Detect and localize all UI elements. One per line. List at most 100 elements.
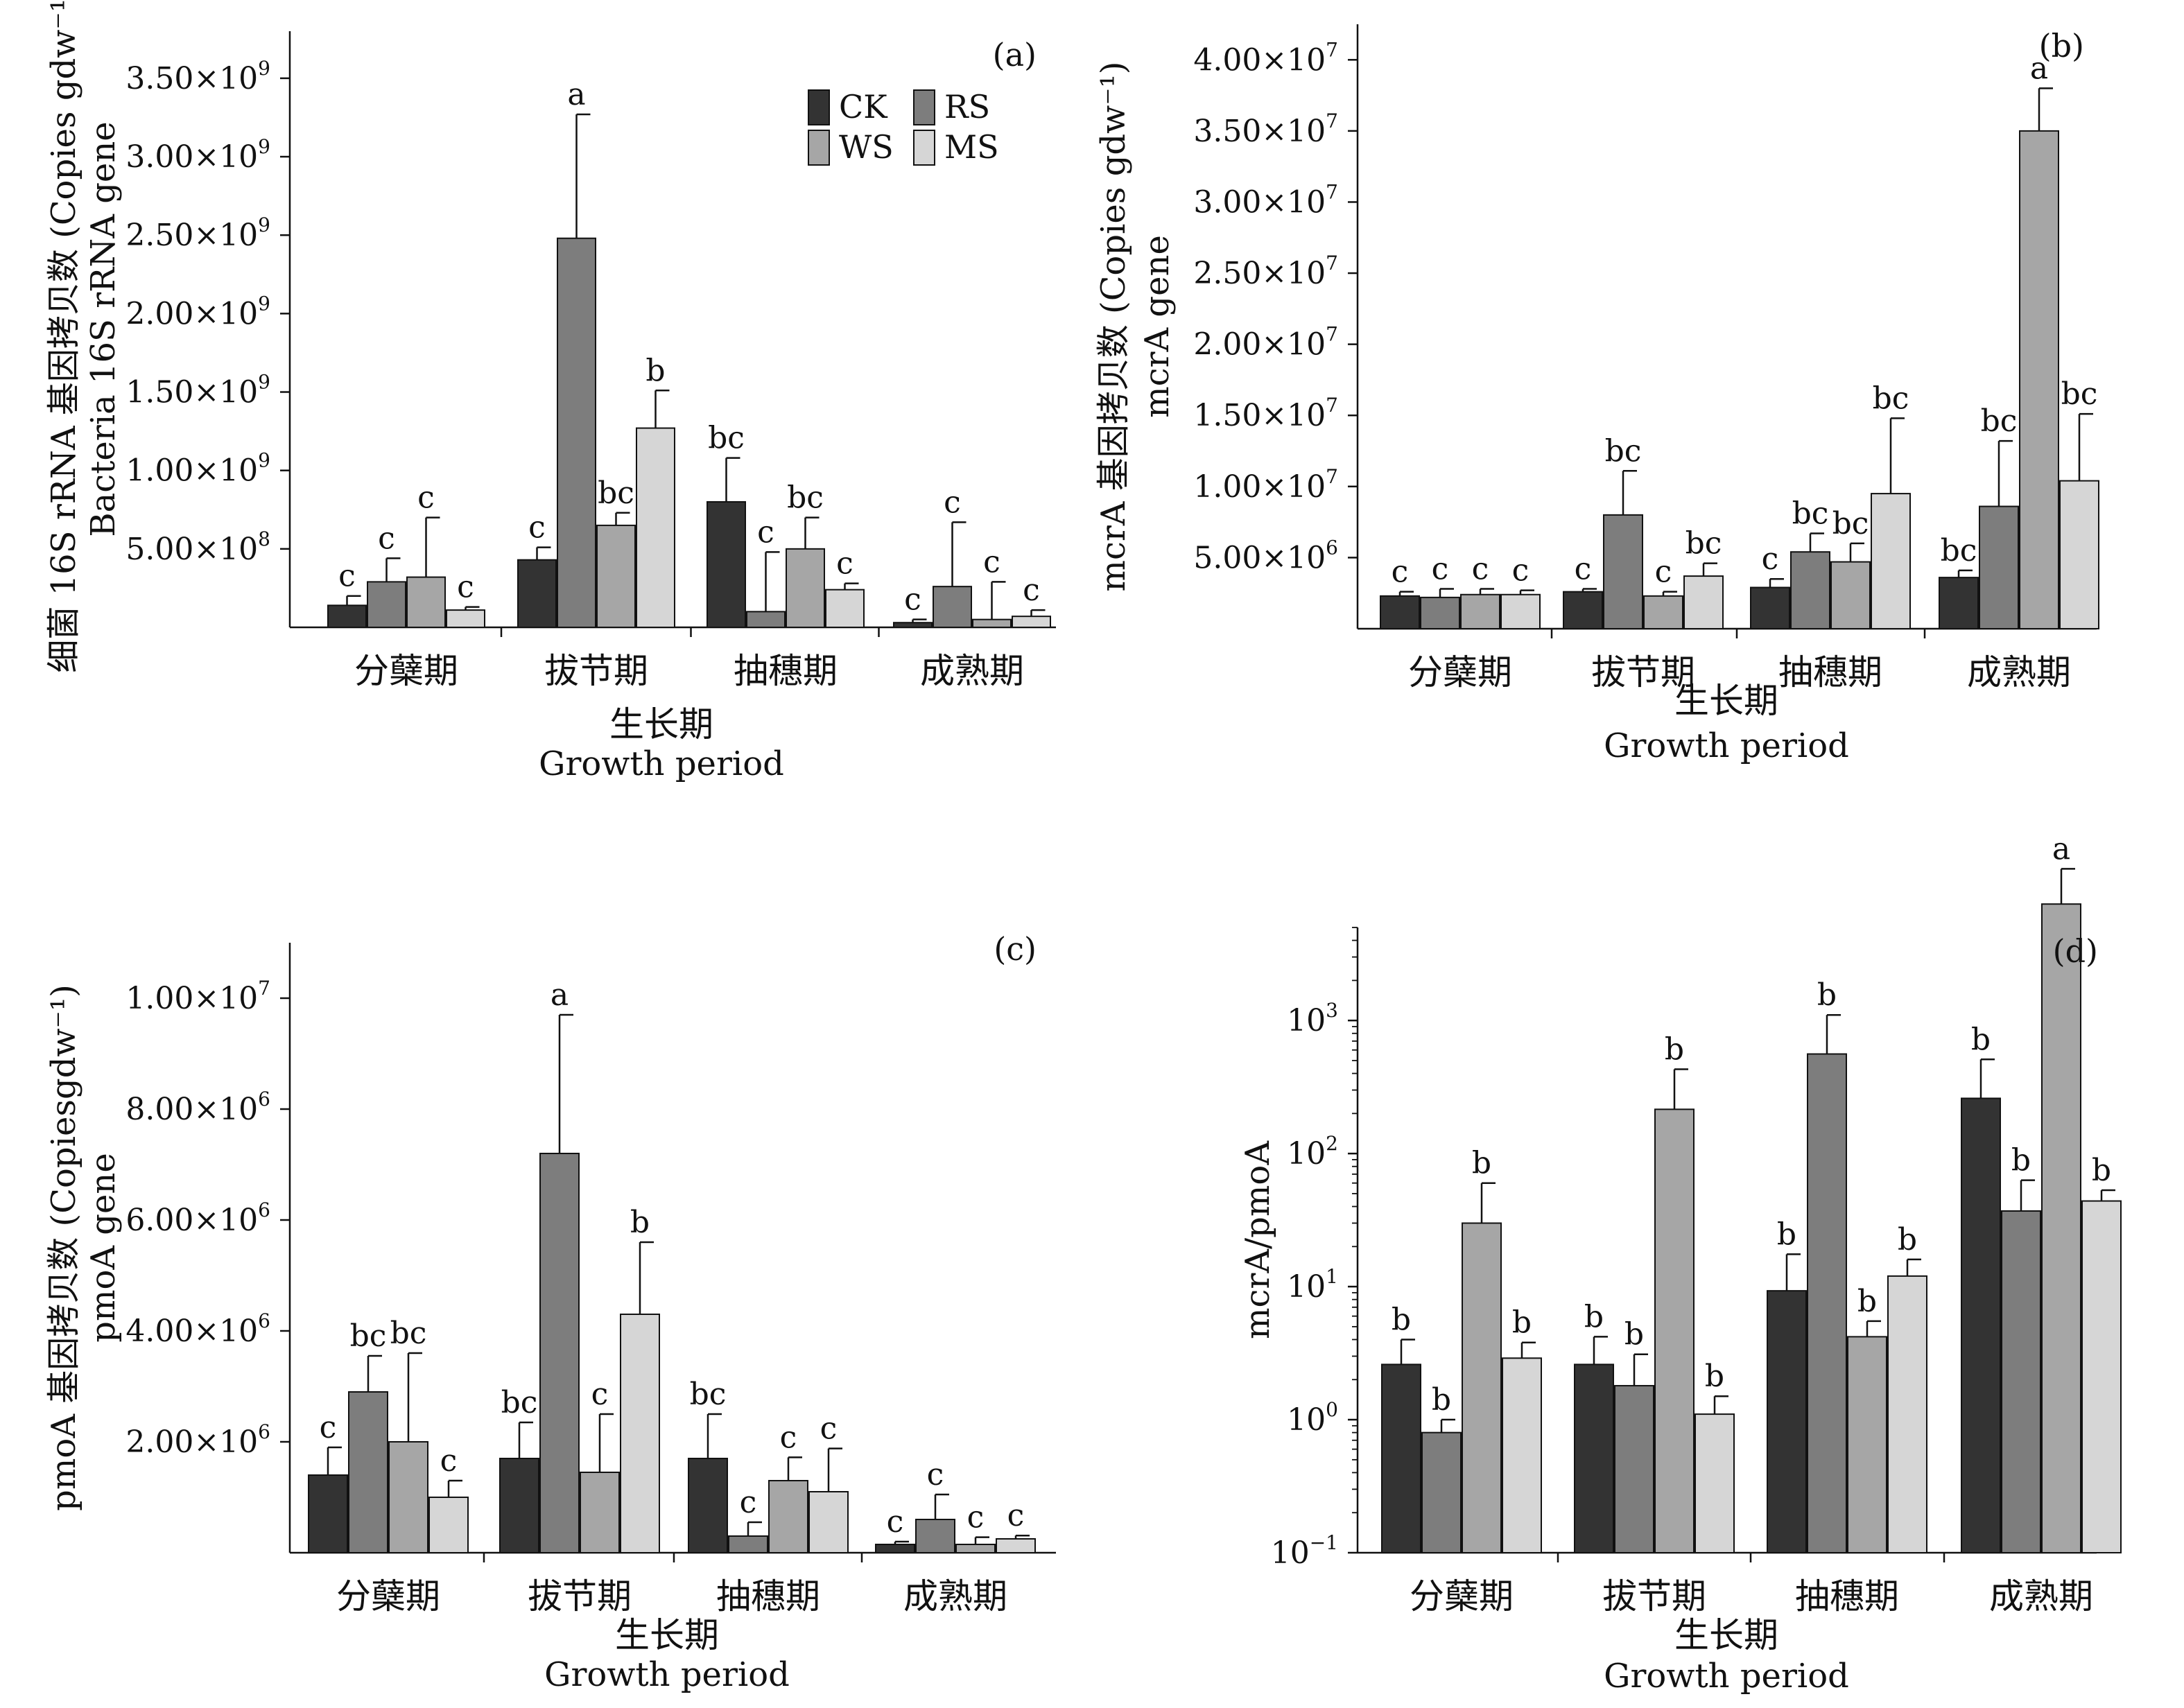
significance-letter: b <box>1512 1305 1532 1341</box>
bar-WS <box>1830 561 1871 630</box>
significance-letter: bc <box>2061 376 2098 412</box>
significance-letter: b <box>1665 1032 1684 1068</box>
bar-RS <box>915 1519 955 1553</box>
x-axis-title-cn: 生长期 <box>1674 681 1778 721</box>
significance-letter: b <box>1472 1146 1491 1181</box>
significance-letter: bc <box>690 1377 727 1412</box>
bar-CK <box>1563 591 1603 629</box>
panel-label: (c) <box>994 930 1037 968</box>
significance-letter: b <box>1624 1317 1644 1352</box>
bar-MS <box>1012 616 1051 629</box>
significance-letter: c <box>904 582 921 618</box>
y-tick-label: 1.50×109 <box>125 371 270 410</box>
category-label: 成熟期 <box>1967 652 2071 692</box>
y-axis-title-en: Bacteria 16S rRNA gene <box>84 121 123 537</box>
panel-label: (a) <box>993 36 1037 73</box>
y-tick-label: 103 <box>1287 999 1338 1038</box>
bar-RS <box>367 581 406 628</box>
bar-WS <box>1847 1336 1887 1553</box>
significance-letter: b <box>1432 1382 1451 1418</box>
significance-letter: c <box>780 1420 797 1455</box>
category-label: 成熟期 <box>1989 1576 2093 1617</box>
y-tick-label: 102 <box>1287 1132 1338 1171</box>
bar-MS <box>636 427 675 628</box>
legend-swatch-CK <box>808 89 830 125</box>
panel-label: (b) <box>2039 27 2084 64</box>
y-tick-label: 3.50×109 <box>125 57 270 96</box>
legend-swatch-MS <box>913 130 935 166</box>
significance-letter: c <box>1762 541 1779 577</box>
x-axis-title-en: Growth period <box>539 744 784 783</box>
significance-letter: b <box>2011 1143 2031 1178</box>
bar-WS <box>2041 903 2081 1553</box>
y-tick-label: 2.00×107 <box>1193 323 1338 363</box>
legend-swatch-WS <box>808 130 830 166</box>
significance-letter: c <box>1023 573 1040 608</box>
x-axis-title-en: Growth period <box>1604 726 1849 765</box>
chart-panel-1: 5.00×106 1.00×107 1.50×107 2.00×107 2.50×107… <box>1094 24 2099 765</box>
bar-RS <box>1979 505 2019 629</box>
bar-CK <box>1939 577 1979 630</box>
significance-letter: c <box>1432 552 1449 587</box>
significance-letter: c <box>757 514 774 550</box>
bar-RS <box>1603 514 1643 629</box>
significance-letter: c <box>967 1500 985 1535</box>
bar-WS <box>1460 593 1500 629</box>
significance-letter: c <box>417 480 435 516</box>
significance-letter: b <box>1857 1284 1877 1319</box>
y-tick-label: 4.00×107 <box>1193 38 1338 78</box>
y-tick-label: 10−1 <box>1271 1531 1338 1571</box>
bar-WS <box>1643 595 1683 629</box>
y-tick-label: 100 <box>1287 1398 1338 1438</box>
significance-letter: a <box>567 77 585 112</box>
bar-MS <box>1695 1413 1735 1553</box>
bar-RS <box>2001 1210 2041 1553</box>
bar-MS <box>1871 493 1911 629</box>
legend-label-MS: MS <box>944 128 999 166</box>
significance-letter: bc <box>598 476 634 511</box>
category-label: 抽穗期 <box>1795 1576 1899 1617</box>
bar-RS <box>1614 1385 1654 1554</box>
bar-CK <box>1750 586 1790 630</box>
bar-RS <box>728 1535 768 1553</box>
bar-MS <box>1683 575 1724 630</box>
bar-CK <box>1767 1290 1807 1553</box>
significance-letter: c <box>740 1485 757 1520</box>
bar-WS <box>1462 1222 1502 1554</box>
significance-letter: b <box>1777 1217 1796 1252</box>
bar-MS <box>996 1538 1036 1553</box>
bar-WS <box>406 576 446 628</box>
category-label: 分蘖期 <box>336 1576 440 1617</box>
significance-letter: bc <box>1685 526 1722 561</box>
significance-letter: c <box>1512 553 1529 589</box>
significance-letter: c <box>1007 1498 1025 1533</box>
y-tick-label: 1.50×107 <box>1193 394 1338 433</box>
bar-RS <box>746 611 786 628</box>
significance-letter: bc <box>1941 533 1977 568</box>
significance-letter: c <box>927 1457 944 1492</box>
category-label: 抽穗期 <box>734 651 838 691</box>
bar-RS <box>1807 1053 1847 1554</box>
y-tick-label: 1.00×109 <box>125 449 270 489</box>
category-label: 拔节期 <box>528 1576 632 1617</box>
y-tick-label: 2.00×106 <box>125 1420 270 1460</box>
legend-label-WS: WS <box>839 128 894 166</box>
bar-CK <box>308 1474 348 1553</box>
significance-letter: c <box>440 1443 458 1479</box>
bar-CK <box>1961 1097 2001 1553</box>
bar-MS <box>1887 1275 1927 1554</box>
significance-letter: bc <box>787 480 824 516</box>
chart-panel-2: 2.00×106 4.00×106 6.00×106 8.00×106 1.00×107… <box>44 930 1056 1694</box>
bar-WS <box>1654 1108 1695 1553</box>
significance-letter: bc <box>1981 403 2018 439</box>
bar-RS <box>557 237 596 629</box>
significance-letter: c <box>528 510 546 546</box>
bar-CK <box>1574 1363 1614 1553</box>
category-label: 拔节期 <box>1602 1576 1706 1617</box>
significance-letter: b <box>1898 1222 1917 1257</box>
significance-letter: b <box>2092 1153 2111 1188</box>
category-label: 成熟期 <box>903 1576 1007 1617</box>
bar-CK <box>688 1458 728 1553</box>
